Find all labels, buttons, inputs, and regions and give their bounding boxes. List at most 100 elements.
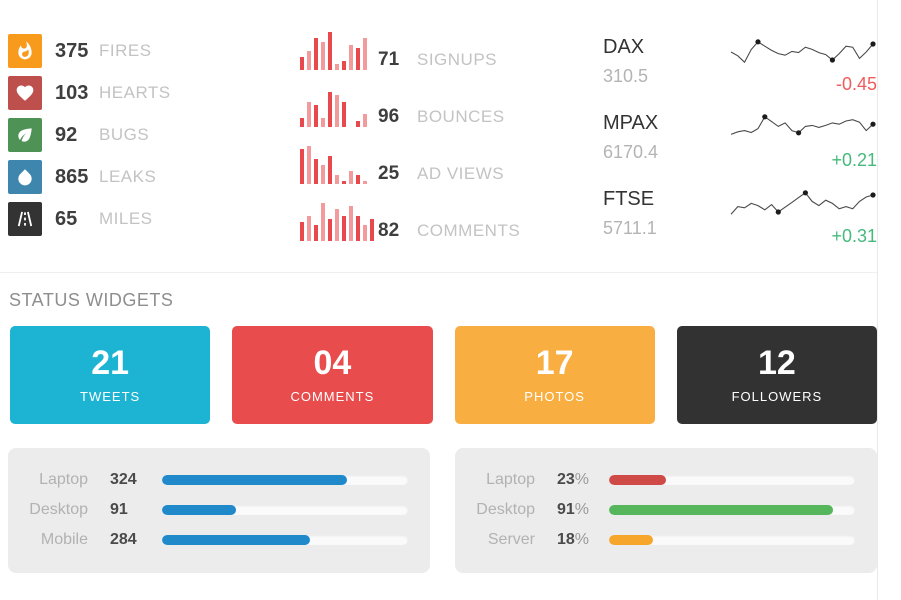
progress-panel-right: Laptop 23% Desktop 91% Server 18% bbox=[455, 448, 877, 573]
progress-fill bbox=[609, 535, 654, 545]
bar bbox=[356, 47, 360, 70]
bar bbox=[328, 155, 332, 184]
stock-chart: +0.21 bbox=[727, 108, 877, 171]
stock-info: FTSE 5711.1 bbox=[603, 184, 727, 247]
stock-info: MPAX 6170.4 bbox=[603, 108, 727, 171]
bar bbox=[356, 215, 360, 241]
widget-label: COMMENTS bbox=[290, 389, 375, 404]
stock-row: MPAX 6170.4 +0.21 bbox=[603, 108, 877, 171]
leaf-icon bbox=[8, 118, 42, 152]
stat-label: FIRES bbox=[99, 41, 152, 60]
stock-change: -0.45 bbox=[835, 74, 877, 94]
progress-value: 18% bbox=[557, 531, 590, 548]
activity-row: 71 SIGNUPS bbox=[300, 30, 603, 87]
heart-icon bbox=[8, 76, 42, 110]
progress-track bbox=[162, 535, 408, 545]
bar bbox=[370, 218, 374, 241]
bar bbox=[307, 101, 311, 127]
activity-list: 71 SIGNUPS 96 BOUNCES 25 AD VIEWS 82 COM… bbox=[300, 30, 603, 260]
bar-sparkline bbox=[300, 30, 368, 70]
stat-value: 65 bbox=[55, 207, 78, 230]
bar bbox=[328, 92, 332, 127]
bar bbox=[328, 218, 332, 241]
progress-suffix: % bbox=[574, 471, 590, 488]
progress-label: Laptop bbox=[39, 471, 88, 488]
stock-name: DAX bbox=[603, 36, 645, 58]
progress-value: 23% bbox=[557, 471, 590, 488]
stat-label: HEARTS bbox=[99, 83, 171, 102]
stat-value: 865 bbox=[55, 165, 89, 188]
progress-label: Desktop bbox=[29, 501, 88, 518]
stat-label: BUGS bbox=[99, 125, 150, 144]
bar bbox=[307, 215, 311, 241]
stock-row: DAX 310.5 -0.45 bbox=[603, 32, 877, 95]
activity-value: 25 bbox=[378, 163, 400, 184]
activity-row: 96 BOUNCES bbox=[300, 87, 603, 144]
progress-row: Server 18% bbox=[455, 525, 855, 555]
bar bbox=[335, 174, 339, 184]
widget-photos[interactable]: 17 PHOTOS bbox=[454, 326, 655, 424]
widget-comments[interactable]: 04 COMMENTS bbox=[232, 326, 433, 424]
progress-label: Mobile bbox=[40, 531, 88, 548]
widget-label: PHOTOS bbox=[524, 389, 585, 404]
widget-value: 17 bbox=[535, 344, 574, 382]
activity-label: COMMENTS bbox=[417, 221, 521, 240]
bar bbox=[300, 222, 304, 241]
bar-sparkline bbox=[300, 144, 368, 184]
bar bbox=[300, 117, 304, 127]
progress-value: 91 bbox=[110, 501, 128, 518]
stocks-list: DAX 310.5 -0.45 MPAX 6170.4 +0.21 FTSE 5… bbox=[603, 30, 877, 260]
widget-label: FOLLOWERS bbox=[731, 389, 823, 404]
bar bbox=[335, 209, 339, 241]
stat-value: 92 bbox=[55, 123, 78, 146]
activity-value: 71 bbox=[378, 49, 400, 70]
widget-value: 04 bbox=[313, 344, 352, 382]
progress-fill bbox=[162, 505, 236, 515]
progress-value: 284 bbox=[110, 531, 137, 548]
activity-label: BOUNCES bbox=[417, 107, 505, 126]
section-divider bbox=[0, 272, 877, 273]
bar bbox=[300, 149, 304, 184]
activity-label: AD VIEWS bbox=[417, 164, 505, 183]
stat-label: MILES bbox=[99, 209, 153, 228]
bar bbox=[349, 171, 353, 184]
stock-value: 5711.1 bbox=[603, 218, 657, 238]
progress-row: Desktop 91 bbox=[8, 495, 408, 525]
bar bbox=[321, 41, 325, 70]
bar bbox=[363, 180, 367, 184]
stock-name: FTSE bbox=[603, 188, 655, 210]
stat-row: 103 HEARTS bbox=[8, 72, 300, 114]
stock-chart: -0.45 bbox=[727, 32, 877, 95]
stock-row: FTSE 5711.1 +0.31 bbox=[603, 184, 877, 247]
line-sparkline bbox=[730, 190, 876, 215]
widget-followers[interactable]: 12 FOLLOWERS bbox=[676, 326, 877, 424]
progress-fill bbox=[162, 535, 310, 545]
bar bbox=[356, 120, 360, 127]
activity-value: 96 bbox=[378, 106, 400, 127]
stat-value: 103 bbox=[55, 81, 89, 104]
progress-fill bbox=[609, 505, 833, 515]
progress-row: Laptop 23% bbox=[455, 465, 855, 495]
bar bbox=[335, 63, 339, 70]
activity-label: SIGNUPS bbox=[417, 50, 498, 69]
bar bbox=[307, 51, 311, 70]
bar bbox=[349, 44, 353, 70]
fire-icon bbox=[8, 34, 42, 68]
progress-panels-row: Laptop 324 Desktop 91 Mobile 284 Laptop … bbox=[8, 448, 877, 573]
progress-track bbox=[162, 475, 408, 485]
stock-value: 310.5 bbox=[603, 66, 649, 86]
progress-row: Laptop 324 bbox=[8, 465, 408, 495]
dashboard: 375 FIRES 103 HEARTS 92 BUGS 865 LEAKS 6… bbox=[0, 30, 877, 573]
progress-row: Mobile 284 bbox=[8, 525, 408, 555]
progress-row: Desktop 91% bbox=[455, 495, 855, 525]
bar-sparkline bbox=[300, 87, 368, 127]
stock-change: +0.21 bbox=[831, 150, 877, 170]
bar bbox=[314, 104, 318, 127]
progress-label: Laptop bbox=[486, 471, 535, 488]
widget-tweets[interactable]: 21 TWEETS bbox=[10, 326, 211, 424]
stat-row: 375 FIRES bbox=[8, 30, 300, 72]
bar bbox=[300, 57, 304, 70]
vertical-divider bbox=[877, 0, 878, 600]
activity-row: 82 COMMENTS bbox=[300, 201, 603, 258]
stat-label: LEAKS bbox=[99, 167, 157, 186]
